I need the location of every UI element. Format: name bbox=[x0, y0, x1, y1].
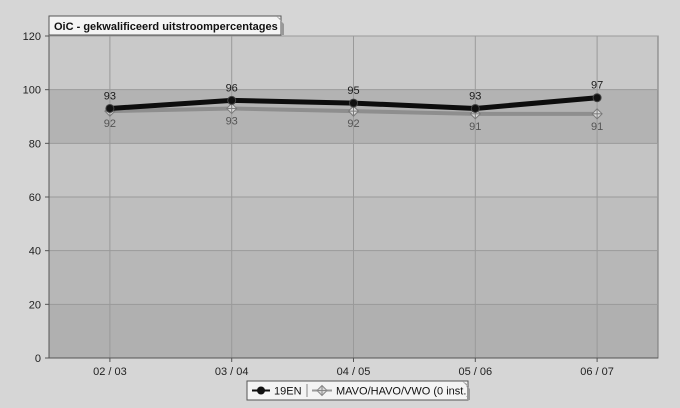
legend-label-mavo: MAVO/HAVO/VWO (0 inst.) bbox=[336, 386, 470, 398]
y-tick-label: 120 bbox=[23, 31, 41, 43]
legend-marker-19en bbox=[257, 386, 265, 395]
data-label-19en: 95 bbox=[347, 85, 359, 97]
data-point-mavo bbox=[591, 108, 603, 120]
x-tick-label: 02 / 03 bbox=[93, 366, 127, 378]
data-point-mavo bbox=[347, 105, 360, 117]
x-tick-label: 03 / 04 bbox=[215, 366, 249, 378]
chart-title-box: OiC - gekwalificeerd uitstroompercentage… bbox=[48, 15, 284, 36]
data-label-mavo: 91 bbox=[469, 121, 481, 133]
data-point-19en bbox=[227, 95, 237, 105]
data-label-19en: 97 bbox=[591, 80, 603, 92]
y-tick-label: 40 bbox=[29, 246, 41, 258]
x-tick-label: 06 / 07 bbox=[580, 366, 614, 378]
data-point-mavo bbox=[225, 102, 238, 115]
y-tick-label: 0 bbox=[35, 353, 41, 365]
y-tick-labels: 0 20 40 60 80 100 120 bbox=[23, 31, 49, 365]
series-group: 92 93 92 91 91 93 96 95 93 97 bbox=[104, 80, 603, 133]
data-point-19en bbox=[470, 103, 480, 113]
data-label-19en: 96 bbox=[226, 82, 238, 94]
data-label-19en: 93 bbox=[469, 90, 481, 102]
data-label-mavo: 92 bbox=[347, 118, 359, 130]
y-tick-label: 100 bbox=[23, 85, 41, 97]
data-point-19en bbox=[592, 93, 602, 103]
data-point-19en bbox=[349, 98, 358, 108]
x-tick-labels: 02 / 03 03 / 04 04 / 05 05 / 06 06 / 07 bbox=[93, 358, 614, 378]
legend-marker-mavo bbox=[316, 384, 328, 397]
x-tick-label: 05 / 06 bbox=[458, 366, 492, 378]
y-tick-label: 20 bbox=[29, 299, 41, 311]
legend-label-19en: 19EN bbox=[274, 386, 302, 398]
y-tick-label: 60 bbox=[29, 192, 41, 204]
data-label-19en: 93 bbox=[104, 90, 116, 102]
legend: 19EN MAVO/HAVO/VWO (0 inst.) bbox=[246, 380, 470, 401]
data-label-mavo: 92 bbox=[104, 118, 116, 130]
data-point-19en bbox=[105, 103, 115, 113]
chart-title: OiC - gekwalificeerd uitstroompercentage… bbox=[54, 21, 278, 33]
y-tick-label: 80 bbox=[29, 138, 41, 150]
data-label-mavo: 91 bbox=[591, 121, 603, 133]
data-label-mavo: 93 bbox=[226, 115, 238, 127]
x-tick-label: 04 / 05 bbox=[337, 366, 371, 378]
